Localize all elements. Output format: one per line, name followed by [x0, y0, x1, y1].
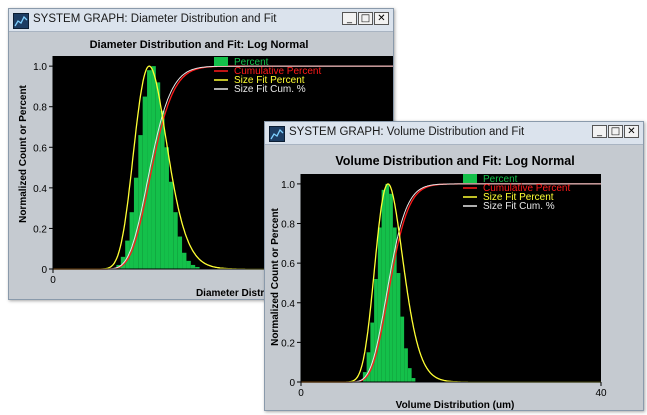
legend-label: Cumulative Percent [234, 66, 321, 77]
histogram-bar [151, 66, 156, 269]
histogram-bar [411, 378, 416, 382]
histogram-bar [133, 177, 139, 269]
histogram-bar [377, 227, 382, 382]
y-tick-label: 1.0 [281, 180, 295, 191]
close-button[interactable]: ✕ [374, 12, 389, 25]
y-tick-label: 0.4 [281, 299, 295, 310]
histogram-bar [396, 273, 401, 382]
histogram-bar [366, 352, 371, 382]
histogram-bar [155, 82, 161, 269]
histogram-bar [374, 278, 378, 382]
legend-label: Cumulative Percent [483, 183, 570, 194]
legend-label: Size Fit Cum. % [483, 201, 555, 212]
histogram-bar [195, 266, 200, 269]
x-axis-label: Diameter Distribution (um) [196, 288, 322, 299]
legend-label: Size Fit Cum. % [234, 84, 306, 95]
x-tick-label: 0 [50, 275, 56, 286]
histogram-bar [125, 240, 130, 269]
maximize-button[interactable]: □ [608, 125, 623, 138]
minimize-button[interactable]: _ [592, 125, 607, 138]
histogram-bar [129, 212, 134, 269]
histogram-bar [138, 135, 143, 269]
histogram-bar [160, 110, 165, 270]
y-tick-label: 0.2 [281, 338, 295, 349]
title-bar[interactable]: SYSTEM GRAPH: Diameter Distribution and … [9, 9, 393, 32]
histogram-bar [177, 236, 183, 269]
window-title: SYSTEM GRAPH: Volume Distribution and Fi… [289, 126, 525, 138]
histogram-bar [168, 181, 174, 269]
y-axis-label: Normalized Count or Percent [18, 84, 29, 222]
y-axis-label: Normalized Count or Percent [270, 207, 281, 345]
histogram-bar [389, 193, 393, 382]
histogram-bar [404, 348, 408, 382]
minimize-button[interactable]: _ [342, 12, 357, 25]
y-tick-label: 0.6 [33, 143, 47, 154]
chart-title: Diameter Distribution and Fit: Log Norma… [90, 39, 309, 51]
legend-label: Percent [234, 57, 269, 68]
title-bar[interactable]: SYSTEM GRAPH: Volume Distribution and Fi… [265, 122, 643, 145]
histogram-bar [407, 368, 412, 382]
plot-background [301, 174, 601, 382]
y-tick-label: 0 [289, 378, 295, 389]
app-icon [269, 126, 285, 142]
histogram-bar [173, 212, 178, 269]
y-tick-label: 0.6 [281, 259, 295, 270]
histogram-bar [164, 147, 169, 269]
histogram-bar [381, 189, 386, 382]
chart-title: Volume Distribution and Fit: Log Normal [335, 154, 574, 168]
y-tick-label: 0.8 [281, 220, 295, 231]
histogram-bar [190, 264, 196, 269]
legend-swatch [463, 174, 477, 183]
y-tick-label: 0.2 [33, 224, 47, 235]
y-tick-label: 0.4 [33, 184, 47, 195]
app-icon [13, 13, 29, 29]
volume-chart: 0 0.2 0.4 0.6 0.8 1.0 0 40 Volume Distribution a… [270, 154, 607, 411]
histogram-bar [370, 322, 375, 382]
window-title: SYSTEM GRAPH: Diameter Distribution and … [33, 13, 277, 25]
legend-label: Percent [483, 174, 518, 185]
legend-label: Size Fit Percent [234, 75, 305, 86]
x-tick-label: 40 [595, 388, 607, 399]
chart-area: 0 0.2 0.4 0.6 0.8 1.0 0 40 Volume Distribution a… [265, 145, 643, 411]
histogram-bar [186, 260, 191, 269]
y-tick-label: 1.0 [33, 62, 47, 73]
x-axis-label: Volume Distribution (um) [396, 400, 515, 410]
histogram-bar [392, 227, 397, 382]
y-tick-label: 0.8 [33, 103, 47, 114]
histogram-bar [400, 316, 405, 382]
histogram-bar [182, 252, 187, 269]
maximize-button[interactable]: □ [358, 12, 373, 25]
y-tick-label: 0 [41, 265, 47, 276]
legend-label: Size Fit Percent [483, 192, 554, 203]
volume-graph-window[interactable]: SYSTEM GRAPH: Volume Distribution and Fi… [264, 121, 644, 411]
x-tick-label: 0 [298, 388, 304, 399]
histogram-bar [385, 183, 390, 382]
histogram-bar [142, 96, 148, 269]
close-button[interactable]: ✕ [624, 125, 639, 138]
legend-swatch [214, 57, 228, 66]
